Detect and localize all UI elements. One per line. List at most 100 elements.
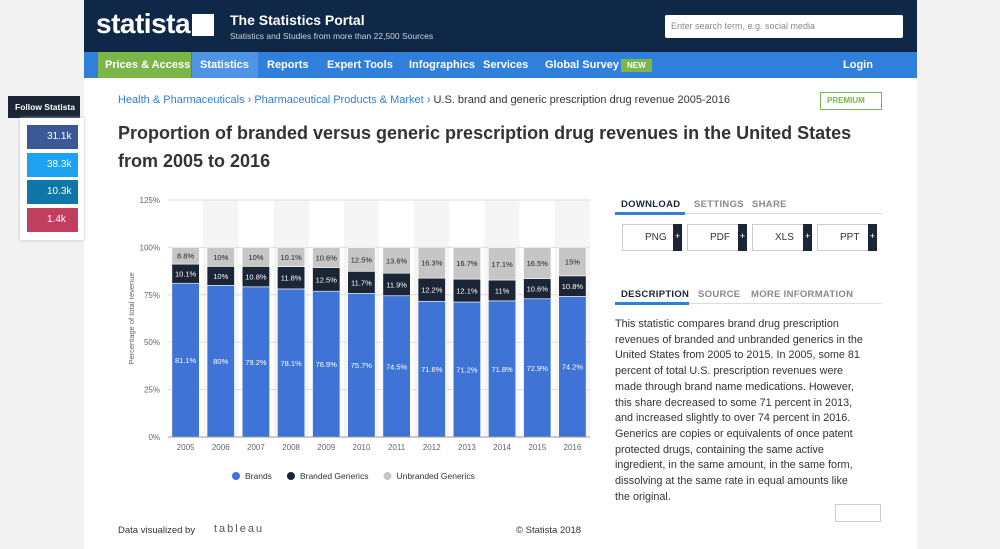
tab[interactable]: SETTINGS — [694, 199, 744, 210]
x-tick-label: 2014 — [493, 443, 511, 452]
tab[interactable]: SOURCE — [698, 289, 741, 300]
bar-segment — [277, 247, 306, 267]
bar-segment — [488, 300, 517, 438]
value-label: 79.2% — [245, 358, 267, 367]
value-label: 10% — [248, 253, 263, 262]
content: statista The Statistics Portal Statistic… — [84, 0, 917, 549]
legend-label: Branded Generics — [300, 471, 369, 481]
bar-segment — [277, 288, 306, 438]
portal-subtitle: Statistics and Studies from more than 22… — [230, 31, 434, 41]
tab-line — [615, 303, 882, 304]
legend-marker — [232, 472, 240, 480]
ppt-button[interactable]: PPT — [817, 224, 877, 251]
nav-item[interactable]: Services — [483, 59, 529, 71]
x-tick-label: 2016 — [564, 443, 582, 452]
instagram[interactable]: 1.4k — [27, 208, 78, 232]
premium-badge[interactable]: PREMIUM — [820, 92, 882, 110]
bar-segment — [452, 247, 481, 280]
value-label: 10.8% — [245, 273, 267, 282]
y-tick-label: 100% — [140, 243, 160, 252]
crumb[interactable]: Pharmaceutical Products & Market — [254, 94, 424, 106]
pdf-button[interactable]: PDF — [687, 224, 747, 251]
value-label: 11.8% — [281, 274, 302, 283]
value-label: 11.9% — [386, 280, 407, 289]
value-label: 10.8% — [562, 282, 584, 291]
y-tick-label: 0% — [148, 433, 160, 442]
x-tick-label: 2015 — [528, 443, 546, 452]
nav-item[interactable]: Statistics — [200, 59, 249, 71]
value-label: 16.5% — [527, 259, 549, 268]
new-badge: NEW — [621, 59, 652, 72]
value-label: 12.1% — [456, 287, 478, 296]
login[interactable]: Login — [843, 59, 873, 71]
action-buttons[interactable] — [835, 504, 881, 522]
logo-icon — [192, 14, 214, 36]
y-tick-label: 125% — [140, 196, 160, 205]
x-tick-label: 2008 — [282, 443, 300, 452]
x-tick-label: 2006 — [212, 443, 230, 452]
bar-segment — [312, 247, 341, 268]
value-label: 72.9% — [527, 364, 549, 373]
tab-line — [615, 213, 882, 214]
xls-button[interactable]: XLS — [752, 224, 812, 251]
portal-title: The Statistics Portal — [230, 12, 365, 28]
bar-segment — [347, 293, 376, 438]
value-label: 15% — [565, 258, 580, 267]
header: statista The Statistics Portal Statistic… — [84, 0, 917, 52]
search-input[interactable]: Enter search term, e.g. social media — [665, 15, 903, 38]
value-label: 11.7% — [351, 278, 372, 287]
value-label: 16.3% — [421, 259, 443, 268]
y-axis-label: Percentage of total revenue — [127, 272, 136, 364]
linkedin[interactable]: 10.3k — [27, 180, 78, 204]
tab[interactable]: SHARE — [752, 199, 787, 210]
bar-segment — [347, 247, 376, 272]
breadcrumb: Health & Pharmaceuticals › Pharmaceutica… — [118, 94, 731, 106]
tab[interactable]: MORE INFORMATION — [751, 289, 854, 300]
png-button[interactable]: PNG — [622, 224, 682, 251]
value-label: 71.6% — [421, 365, 443, 374]
value-label: 10.6% — [316, 253, 338, 262]
nav-highlight — [98, 52, 191, 78]
x-tick-label: 2013 — [458, 443, 476, 452]
copyright: © Statista 2018 — [516, 525, 582, 536]
value-label: 12.5% — [351, 255, 373, 264]
tab[interactable]: DESCRIPTION — [621, 289, 690, 300]
value-label: 10% — [213, 272, 228, 281]
twitter[interactable]: 38.3k — [27, 153, 78, 177]
value-label: 80% — [213, 357, 228, 366]
visualized-by: Data visualized by — [118, 525, 196, 536]
value-label: 12.2% — [421, 286, 443, 295]
legend-label: Unbranded Generics — [396, 471, 474, 481]
value-label: 76.9% — [316, 360, 338, 369]
bar-segment — [206, 285, 235, 438]
nav-item[interactable]: Prices & Access — [105, 59, 191, 71]
nav-item[interactable]: Reports — [267, 59, 309, 71]
bar-segment — [241, 247, 270, 267]
crumb: U.S. brand and generic prescription drug… — [433, 94, 731, 106]
bar-segment — [382, 295, 411, 438]
nav-active — [192, 52, 258, 78]
facebook[interactable]: 31.1k — [27, 125, 78, 149]
nav-bar: Prices & Access Statistics Reports Exper… — [84, 52, 917, 78]
value-label: 10.6% — [527, 285, 549, 294]
x-tick-label: 2012 — [423, 443, 441, 452]
logo[interactable]: statista — [96, 8, 191, 39]
value-label: 10.1% — [280, 253, 302, 262]
bar-segment — [171, 247, 200, 265]
legend-label: Brands — [245, 471, 272, 481]
nav-item[interactable]: Expert Tools — [327, 59, 393, 71]
value-label: 75.7% — [351, 361, 373, 370]
crumb[interactable]: Health & Pharmaceuticals — [118, 94, 245, 106]
value-label: 17.1% — [491, 260, 513, 269]
y-tick-label: 25% — [144, 386, 160, 395]
nav-item[interactable]: Infographics — [409, 59, 476, 71]
value-label: 10.1% — [175, 270, 197, 279]
tab[interactable]: DOWNLOAD — [621, 199, 681, 210]
nav-item[interactable]: Global Survey — [545, 59, 619, 71]
tableau-logo: tableau — [214, 523, 265, 535]
bar-segment — [312, 290, 341, 438]
value-label: 74.5% — [386, 362, 408, 371]
x-tick-label: 2009 — [317, 443, 335, 452]
value-label: 71.2% — [456, 366, 478, 375]
